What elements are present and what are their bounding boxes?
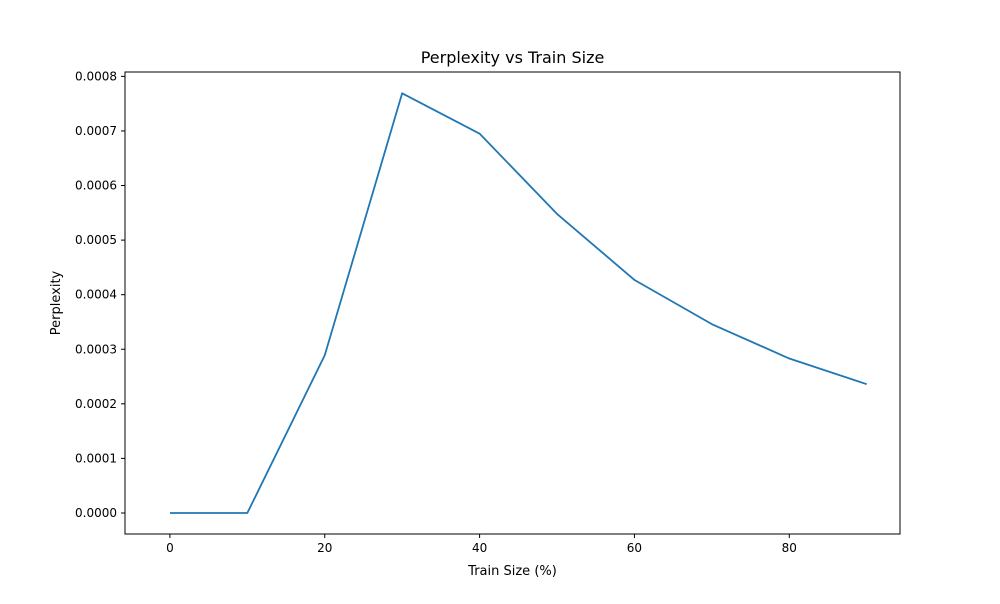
- data-point: [633, 279, 635, 281]
- data-point: [324, 354, 326, 356]
- x-tick-label: 80: [782, 541, 797, 555]
- data-point: [556, 213, 558, 215]
- x-tick-label: 40: [472, 541, 487, 555]
- chart-title: Perplexity vs Train Size: [421, 48, 605, 67]
- data-point: [478, 132, 480, 134]
- y-tick-label: 0.0008: [75, 69, 117, 83]
- y-tick-label: 0.0007: [75, 124, 117, 138]
- data-point: [866, 383, 868, 385]
- data-point: [246, 512, 248, 514]
- y-tick-label: 0.0003: [75, 342, 117, 356]
- data-point: [711, 323, 713, 325]
- y-tick-label: 0.0002: [75, 397, 117, 411]
- y-axis-label: Perplexity: [49, 270, 64, 335]
- data-point: [169, 512, 171, 514]
- plot-frame: [124, 71, 901, 535]
- x-axis-label: Train Size (%): [467, 564, 557, 579]
- y-tick-label: 0.0006: [75, 179, 117, 193]
- x-tick-label: 0: [166, 541, 174, 555]
- y-tick-label: 0.0001: [75, 451, 117, 465]
- series-line-1: [169, 92, 867, 514]
- series-layer: [169, 92, 868, 514]
- x-tick-label: 60: [627, 541, 642, 555]
- data-point: [788, 357, 790, 359]
- data-point: [401, 92, 403, 94]
- x-tick-label: 20: [317, 541, 332, 555]
- y-tick-label: 0.0005: [75, 233, 117, 247]
- y-tick-label: 0.0004: [75, 288, 117, 302]
- y-axis-ticks: 0.0000 0.0001 0.0002 0.0003 0.0004 0.0005 0.00…: [75, 69, 125, 520]
- x-axis-ticks: 0 20 40 60 80: [166, 534, 797, 555]
- y-tick-label: 0.0000: [75, 506, 117, 520]
